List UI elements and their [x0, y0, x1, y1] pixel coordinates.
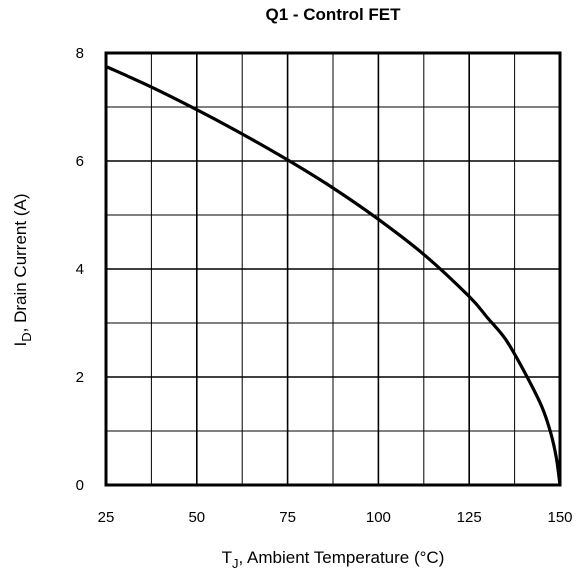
curve-layer [105, 65, 562, 486]
y-axis-label: ID, Drain Current (A) [11, 194, 34, 347]
x-tick-label: 75 [279, 509, 296, 526]
x-tick-label: 50 [188, 509, 205, 526]
y-axis-label-main: I [11, 342, 30, 347]
x-axis-label-sub: J [232, 556, 239, 571]
chart-title: Q1 - Control FET [265, 5, 401, 24]
y-tick-label: 2 [76, 369, 84, 386]
x-axis-label-rest: , Ambient Temperature (°C) [239, 548, 445, 567]
y-axis-label-sub: D [19, 332, 34, 341]
grid [106, 53, 560, 485]
y-tick-labels: 0 2 4 6 8 [76, 45, 84, 494]
x-tick-label: 25 [98, 509, 115, 526]
x-axis-label-main: T [222, 548, 232, 567]
plot-frame [104, 51, 562, 487]
x-axis-label: TJ, Ambient Temperature (°C) [222, 548, 445, 571]
x-tick-label: 100 [366, 509, 391, 526]
y-tick-label: 4 [76, 261, 84, 278]
y-tick-label: 6 [76, 153, 84, 170]
y-tick-label: 0 [76, 477, 84, 494]
series-line [105, 65, 562, 486]
x-tick-label: 150 [547, 509, 572, 526]
x-tick-label: 125 [457, 509, 482, 526]
x-tick-labels: 25 50 75 100 125 150 [98, 509, 573, 526]
y-tick-label: 8 [76, 45, 84, 62]
y-axis-label-rest: , Drain Current (A) [11, 194, 30, 333]
